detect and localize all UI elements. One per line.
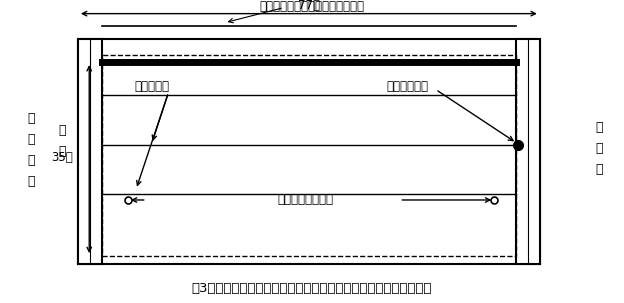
- Text: 35ｍ: 35ｍ: [51, 151, 73, 164]
- Text: 排
水
路: 排 水 路: [595, 121, 603, 176]
- Text: 暗渠吸水管: 暗渠吸水管: [134, 80, 169, 93]
- Bar: [78, 39, 540, 264]
- Text: 道
路
側
溝: 道 路 側 溝: [27, 112, 35, 188]
- Text: 遮水幕（ポリエチレンフィルム）: 遮水幕（ポリエチレンフィルム）: [260, 0, 364, 13]
- Bar: [78, 39, 102, 264]
- Text: 農
道: 農 道: [59, 124, 66, 158]
- Bar: [102, 55, 516, 256]
- Text: 地下水位測定位置: 地下水位測定位置: [278, 194, 334, 206]
- Text: 77ｍ: 77ｍ: [298, 0, 320, 12]
- Text: 水位調節水甲: 水位調節水甲: [387, 80, 429, 93]
- Bar: [516, 39, 540, 264]
- Text: 図3　横浸透防止のための遮水幕の配置と水位調節水甲の設置位置: 図3 横浸透防止のための遮水幕の配置と水位調節水甲の設置位置: [192, 282, 432, 295]
